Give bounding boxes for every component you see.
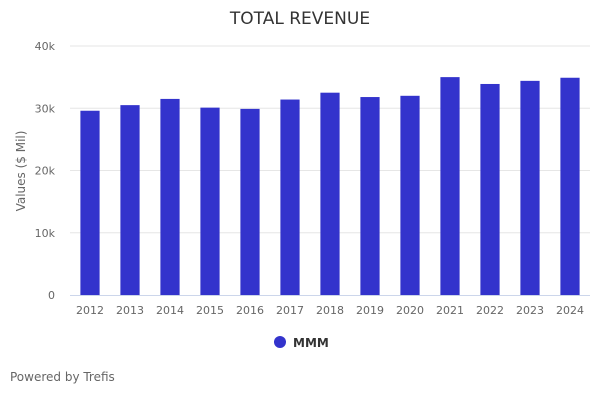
bar-2012[interactable] [80,110,100,296]
bar-2014[interactable] [160,98,180,295]
x-tick-label: 2012 [76,304,104,317]
legend-marker [274,336,286,348]
y-tick-label: 40k [35,40,56,53]
x-tick-label: 2019 [356,304,384,317]
x-tick-label: 2024 [556,304,584,317]
x-tick-label: 2023 [516,304,544,317]
x-tick-label: 2015 [196,304,224,317]
x-tick-label: 2014 [156,304,184,317]
y-axis-label: Values ($ Mil) [14,131,28,212]
bar-2016[interactable] [240,108,260,295]
y-axis-ticks: 0 10k 20k 30k 40k [35,40,56,302]
y-tick-label: 10k [35,227,56,240]
legend[interactable]: MMM [274,336,329,350]
chart-title: TOTAL REVENUE [229,9,370,29]
bar-2023[interactable] [520,80,540,295]
bar-2021[interactable] [440,77,460,295]
powered-by-credit: Powered by Trefis [10,370,115,384]
bar-2022[interactable] [480,83,500,295]
x-tick-label: 2016 [236,304,264,317]
y-tick-label: 20k [35,165,56,178]
y-tick-label: 30k [35,102,56,115]
x-tick-label: 2018 [316,304,344,317]
bar-2017[interactable] [280,99,300,295]
x-axis-ticks: 2012 2013 2014 2015 2016 2017 2018 2019 2020 2021… [76,304,584,317]
bar-2013[interactable] [120,105,140,295]
bar-2020[interactable] [400,95,420,295]
x-tick-label: 2021 [436,304,464,317]
bar-2015[interactable] [200,107,220,295]
y-tick-label: 0 [48,289,55,302]
x-tick-label: 2017 [276,304,304,317]
bar-2018[interactable] [320,92,340,295]
x-tick-label: 2020 [396,304,424,317]
x-tick-label: 2013 [116,304,144,317]
bars [80,77,580,296]
bar-2024[interactable] [560,77,580,295]
legend-label: MMM [293,336,329,350]
x-tick-label: 2022 [476,304,504,317]
bar-2019[interactable] [360,97,380,295]
